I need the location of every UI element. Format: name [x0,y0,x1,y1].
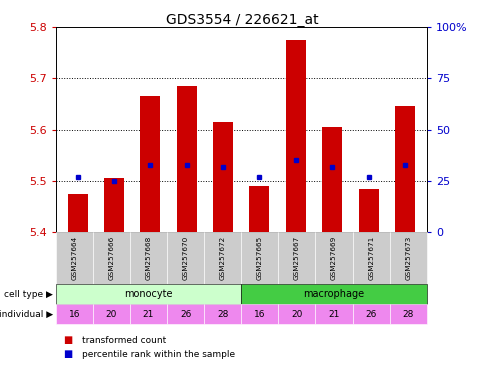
Bar [358,189,378,232]
Text: transformed count: transformed count [82,336,166,345]
Bar [394,106,414,232]
Text: individual ▶: individual ▶ [0,310,53,319]
Text: 28: 28 [217,310,228,319]
Text: percentile rank within the sample: percentile rank within the sample [82,349,235,359]
Text: 20: 20 [291,310,302,319]
Text: 21: 21 [143,310,154,319]
Text: 21: 21 [328,310,339,319]
Bar [321,127,342,232]
Text: GSM257672: GSM257672 [219,236,225,280]
Text: GSM257667: GSM257667 [293,236,299,280]
Bar [176,86,197,232]
Text: GSM257665: GSM257665 [257,236,262,280]
Text: 26: 26 [365,310,376,319]
Bar [140,96,160,232]
Text: monocyte: monocyte [124,289,172,299]
Text: ■: ■ [63,349,72,359]
Text: GSM257671: GSM257671 [367,236,373,280]
Text: 16: 16 [254,310,265,319]
Text: macrophage: macrophage [303,289,364,299]
Bar [285,40,305,232]
Text: ■: ■ [63,335,72,345]
Text: GDS3554 / 226621_at: GDS3554 / 226621_at [166,13,318,27]
Bar [67,194,88,232]
Text: GSM257666: GSM257666 [108,236,114,280]
Text: 26: 26 [180,310,191,319]
Text: cell type ▶: cell type ▶ [4,290,53,299]
Text: 16: 16 [68,310,80,319]
Bar [212,122,233,232]
Text: 28: 28 [402,310,413,319]
Text: GSM257664: GSM257664 [71,236,77,280]
Text: GSM257669: GSM257669 [331,236,336,280]
Bar [249,186,269,232]
Text: 20: 20 [106,310,117,319]
Bar [104,179,124,232]
Text: GSM257670: GSM257670 [182,236,188,280]
Text: GSM257668: GSM257668 [145,236,151,280]
Text: GSM257673: GSM257673 [405,236,410,280]
